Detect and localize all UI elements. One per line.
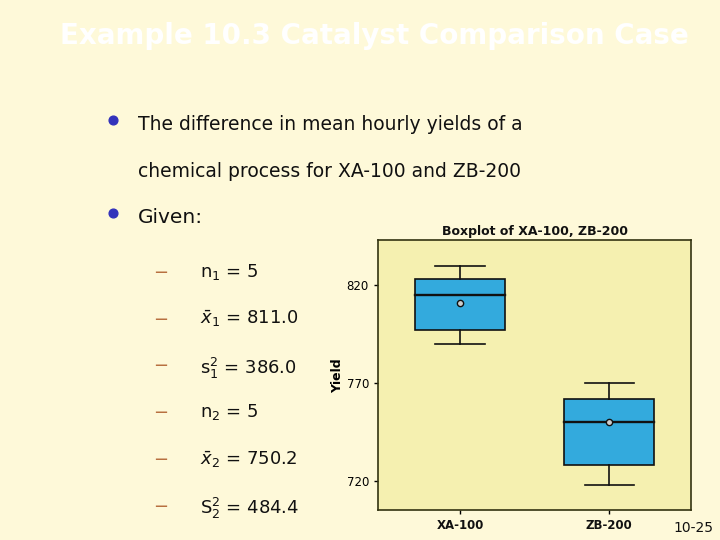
Text: $-$: $-$ bbox=[153, 355, 168, 374]
Text: $-$: $-$ bbox=[153, 402, 168, 420]
Text: s$^2_1$ = 386.0: s$^2_1$ = 386.0 bbox=[200, 355, 297, 381]
Text: $\bar{x}_1$ = 811.0: $\bar{x}_1$ = 811.0 bbox=[200, 309, 299, 329]
Text: $-$: $-$ bbox=[153, 449, 168, 467]
Text: $-$: $-$ bbox=[153, 496, 168, 514]
Y-axis label: Yield: Yield bbox=[330, 358, 344, 393]
Text: $-$: $-$ bbox=[153, 309, 168, 327]
Title: Boxplot of XA-100, ZB-200: Boxplot of XA-100, ZB-200 bbox=[441, 225, 628, 238]
Text: 10-25: 10-25 bbox=[674, 521, 714, 535]
Text: $-$: $-$ bbox=[153, 262, 168, 280]
Text: $\bar{x}_2$ = 750.2: $\bar{x}_2$ = 750.2 bbox=[200, 449, 297, 470]
Bar bbox=[564, 399, 654, 465]
Text: chemical process for XA-100 and ZB-200: chemical process for XA-100 and ZB-200 bbox=[138, 161, 521, 181]
Text: Example 10.3 Catalyst Comparison Case: Example 10.3 Catalyst Comparison Case bbox=[60, 23, 689, 50]
Text: The difference in mean hourly yields of a: The difference in mean hourly yields of … bbox=[138, 115, 522, 134]
Text: Given:: Given: bbox=[138, 208, 203, 227]
Text: n$_2$ = 5: n$_2$ = 5 bbox=[200, 402, 258, 422]
Text: S$^2_2$ = 484.4: S$^2_2$ = 484.4 bbox=[200, 496, 299, 521]
Bar bbox=[415, 279, 505, 330]
Text: n$_1$ = 5: n$_1$ = 5 bbox=[200, 262, 258, 282]
